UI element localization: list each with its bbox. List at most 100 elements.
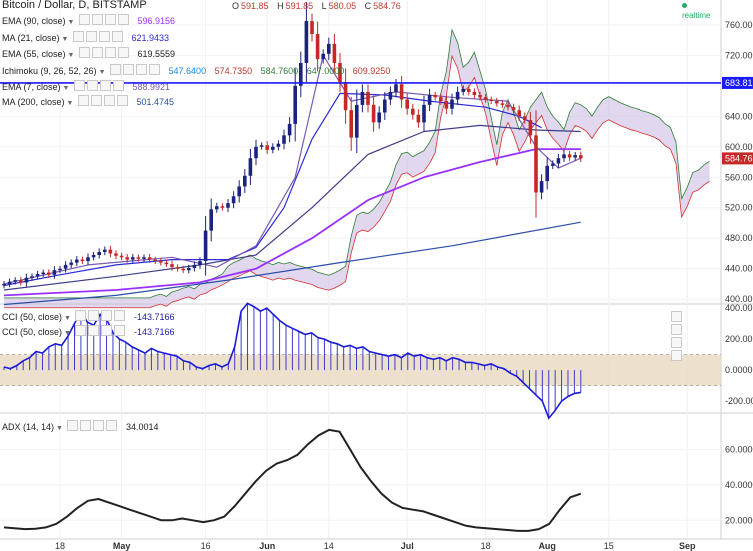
candle-body — [7, 281, 12, 284]
candle-body — [450, 99, 454, 109]
ma-series-line — [3, 92, 542, 287]
adx-y-tick-label: 20.0000 — [725, 515, 753, 525]
y-tick-label: 600.00 — [725, 142, 753, 152]
candle-body — [231, 196, 236, 204]
candle-body — [164, 262, 169, 265]
x-tick-label: Jun — [259, 541, 275, 551]
ma-series-line — [3, 54, 582, 285]
candle-body — [254, 146, 258, 159]
candle-body — [439, 97, 443, 102]
candle-body — [338, 62, 342, 83]
adx-line — [3, 428, 582, 532]
x-tick-label: 18 — [481, 541, 491, 551]
x-tick-label: Sep — [679, 541, 696, 551]
candle-body — [119, 255, 124, 258]
candle-body — [310, 21, 314, 35]
candle-body — [517, 110, 521, 117]
candle-body — [360, 91, 365, 105]
candle-body — [327, 43, 331, 54]
x-tick-label: 14 — [324, 541, 334, 551]
last-price-label: 584.76 — [725, 153, 753, 163]
candle-body — [500, 103, 505, 105]
candle-body — [75, 259, 79, 263]
candle-body — [332, 43, 337, 63]
x-tick-label: 15 — [604, 541, 614, 551]
ma-series-line — [3, 124, 581, 291]
x-tick-label: Aug — [538, 541, 556, 551]
candle-body — [467, 88, 471, 92]
candle-body — [427, 94, 432, 105]
candle-body — [506, 104, 510, 108]
y-tick-label: 520.00 — [725, 203, 753, 213]
resistance-price-tag — [722, 76, 753, 89]
candle-body — [215, 206, 219, 210]
candle-body — [461, 88, 465, 92]
candle-body — [80, 259, 85, 262]
candle-body — [153, 259, 157, 262]
candle-body — [511, 107, 516, 111]
candle-body — [271, 146, 275, 150]
candle-body — [170, 264, 174, 268]
cci-y-tick-label: -200.00 — [725, 396, 753, 406]
candle-body — [35, 274, 40, 277]
candle-body — [299, 62, 303, 86]
candle-body — [321, 53, 325, 60]
candle-body — [422, 104, 426, 123]
candle-body — [259, 145, 264, 147]
candle-body — [383, 99, 387, 113]
candle-body — [187, 267, 191, 271]
candle-body — [125, 257, 129, 260]
candle-body — [47, 272, 51, 275]
x-tick-label: May — [113, 541, 131, 551]
cci-line — [3, 302, 581, 420]
candle-body — [209, 209, 213, 231]
candle-body — [175, 267, 180, 269]
candle-body — [159, 261, 163, 263]
candle-body — [91, 254, 96, 258]
candle-body — [551, 163, 555, 166]
candle-body — [63, 264, 68, 269]
candle-body — [567, 154, 572, 158]
candle-body — [343, 82, 348, 111]
cci-band — [0, 354, 721, 386]
candle-body — [265, 145, 269, 150]
candle-body — [226, 203, 230, 208]
candle-body — [220, 206, 225, 208]
candle-body — [2, 283, 6, 286]
candle-body — [293, 85, 297, 124]
candle-body — [366, 91, 370, 105]
candle-body — [30, 276, 34, 278]
ichimoku-span-a — [4, 28, 710, 299]
y-tick-label: 560.00 — [725, 172, 753, 182]
candle-body — [41, 272, 45, 275]
candle-body — [142, 257, 146, 259]
candle-body — [198, 261, 202, 265]
candle-body — [69, 262, 73, 265]
adx-y-tick-label: 40.0000 — [725, 480, 753, 490]
candle-body — [147, 257, 152, 260]
candle-body — [562, 154, 566, 159]
candle-body — [136, 257, 141, 259]
candle-body — [483, 97, 488, 100]
y-tick-label: 440.00 — [725, 264, 753, 274]
candle-body — [388, 91, 393, 100]
candle-body — [108, 249, 113, 254]
candle-body — [287, 123, 292, 136]
candle-body — [371, 104, 376, 123]
resistance-price-label: 683.81 — [725, 78, 753, 88]
candle-body — [556, 158, 561, 164]
candle-body — [455, 91, 460, 100]
candle-body — [545, 165, 549, 182]
candle-body — [405, 99, 409, 109]
x-tick-label: 16 — [201, 541, 211, 551]
y-tick-label: 640.00 — [725, 111, 753, 121]
cci-y-tick-label: 200.00 — [725, 334, 753, 344]
candle-body — [192, 264, 197, 268]
candle-body — [276, 143, 281, 147]
candle-body — [24, 277, 29, 283]
y-tick-label: 760.00 — [725, 20, 753, 30]
ma-series-line — [3, 148, 581, 297]
candle-body — [523, 116, 527, 121]
candle-body — [495, 101, 499, 104]
